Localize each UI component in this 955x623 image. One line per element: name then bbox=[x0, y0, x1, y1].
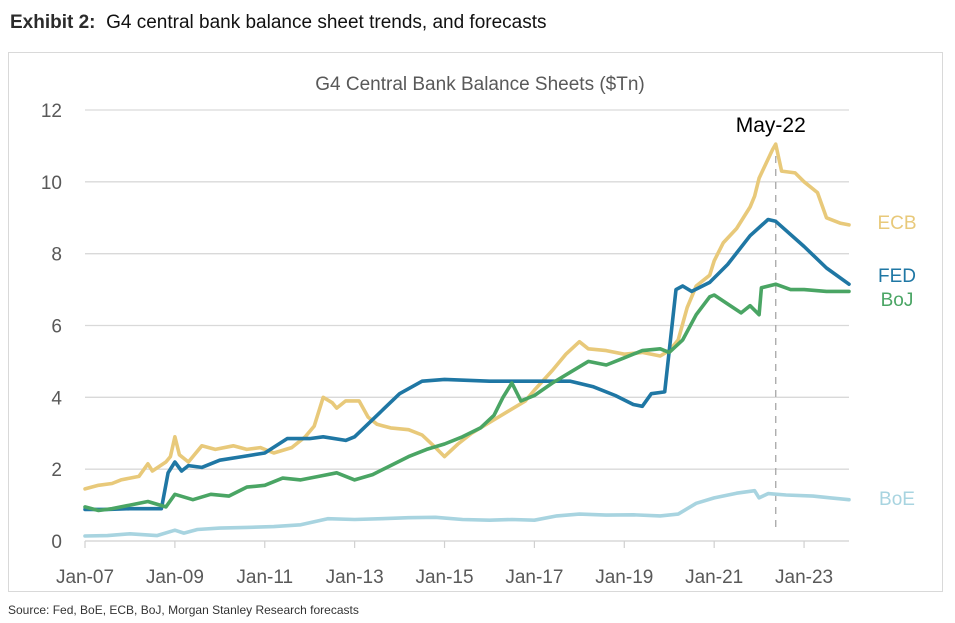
y-axis: 0 2 4 6 8 10 12 bbox=[41, 101, 63, 553]
exhibit-title-text: G4 central bank balance sheet trends, an… bbox=[106, 12, 547, 33]
x-tick-label: Jan-15 bbox=[415, 567, 473, 588]
series-line-boe bbox=[83, 488, 851, 538]
x-tick-label: Jan-07 bbox=[56, 567, 114, 588]
x-axis: Jan-07 Jan-09 Jan-11 Jan-13 Jan-15 Jan-17 Jan-… bbox=[56, 540, 849, 588]
exhibit-label: Exhibit 2: bbox=[10, 12, 96, 33]
y-tick-label: 12 bbox=[41, 101, 62, 122]
chart-frame bbox=[8, 52, 943, 592]
y-tick-label: 0 bbox=[51, 532, 62, 553]
series-lines bbox=[83, 142, 851, 538]
x-tick-label: Jan-13 bbox=[326, 567, 384, 588]
gridlines bbox=[85, 109, 849, 470]
series-line-boj bbox=[83, 282, 851, 513]
annotations: May-22 bbox=[736, 114, 806, 527]
y-tick-label: 6 bbox=[51, 317, 62, 338]
x-tick-label: Jan-17 bbox=[505, 567, 563, 588]
series-line-fed bbox=[83, 217, 851, 512]
x-tick-label: Jan-09 bbox=[146, 567, 204, 588]
series-label-fed: FED bbox=[878, 266, 916, 287]
x-tick-label: Jan-23 bbox=[775, 567, 833, 588]
source-note: Source: Fed, BoE, ECB, BoJ, Morgan Stanl… bbox=[8, 603, 359, 617]
x-tick-label: Jan-21 bbox=[685, 567, 743, 588]
chart-title: G4 Central Bank Balance Sheets ($Tn) bbox=[315, 74, 645, 95]
y-tick-label: 2 bbox=[51, 460, 62, 481]
x-tick-label: Jan-11 bbox=[236, 567, 293, 588]
series-label-ecb: ECB bbox=[877, 213, 916, 234]
series-label-boe: BoE bbox=[879, 489, 915, 510]
x-tick-label: Jan-19 bbox=[595, 567, 653, 588]
series-line-ecb bbox=[83, 142, 851, 491]
annotation-label: May-22 bbox=[736, 114, 806, 137]
series-label-boj: BoJ bbox=[881, 290, 914, 311]
exhibit-title: Exhibit 2: G4 central bank balance sheet… bbox=[10, 12, 547, 34]
y-tick-label: 8 bbox=[51, 245, 62, 266]
y-tick-label: 10 bbox=[41, 173, 62, 194]
y-tick-label: 4 bbox=[51, 388, 62, 409]
series-labels: ECB FED BoJ BoE bbox=[877, 213, 916, 510]
